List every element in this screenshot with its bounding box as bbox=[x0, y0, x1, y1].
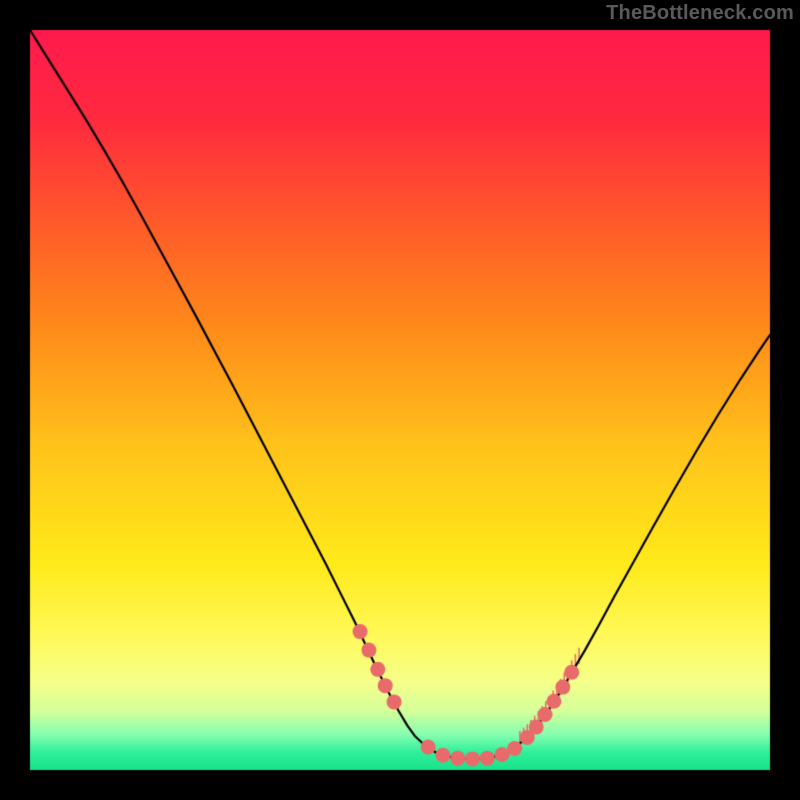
bottleneck-curve-chart bbox=[0, 0, 800, 800]
watermark-label: TheBottleneck.com bbox=[606, 2, 794, 25]
